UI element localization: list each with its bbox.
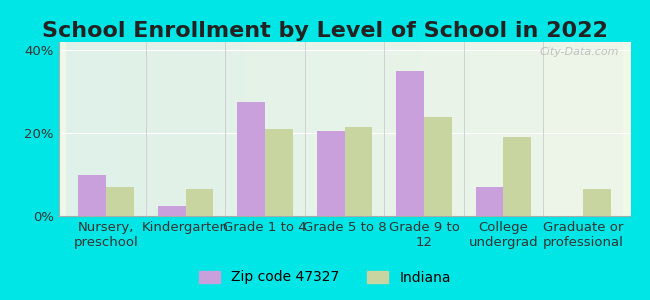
Bar bbox=[583, 189, 610, 216]
Bar bbox=[344, 127, 372, 216]
Bar bbox=[106, 187, 134, 216]
Bar bbox=[424, 117, 452, 216]
Bar bbox=[237, 102, 265, 216]
Bar bbox=[503, 137, 531, 216]
Bar bbox=[317, 131, 345, 216]
Legend: Zip code 47327, Indiana: Zip code 47327, Indiana bbox=[194, 265, 456, 290]
Bar bbox=[396, 71, 424, 216]
Bar bbox=[158, 206, 186, 216]
Bar bbox=[186, 189, 213, 216]
Text: City-Data.com: City-Data.com bbox=[540, 47, 619, 57]
Text: School Enrollment by Level of School in 2022: School Enrollment by Level of School in … bbox=[42, 21, 608, 41]
Bar bbox=[79, 175, 106, 216]
Bar bbox=[476, 187, 503, 216]
Bar bbox=[265, 129, 293, 216]
